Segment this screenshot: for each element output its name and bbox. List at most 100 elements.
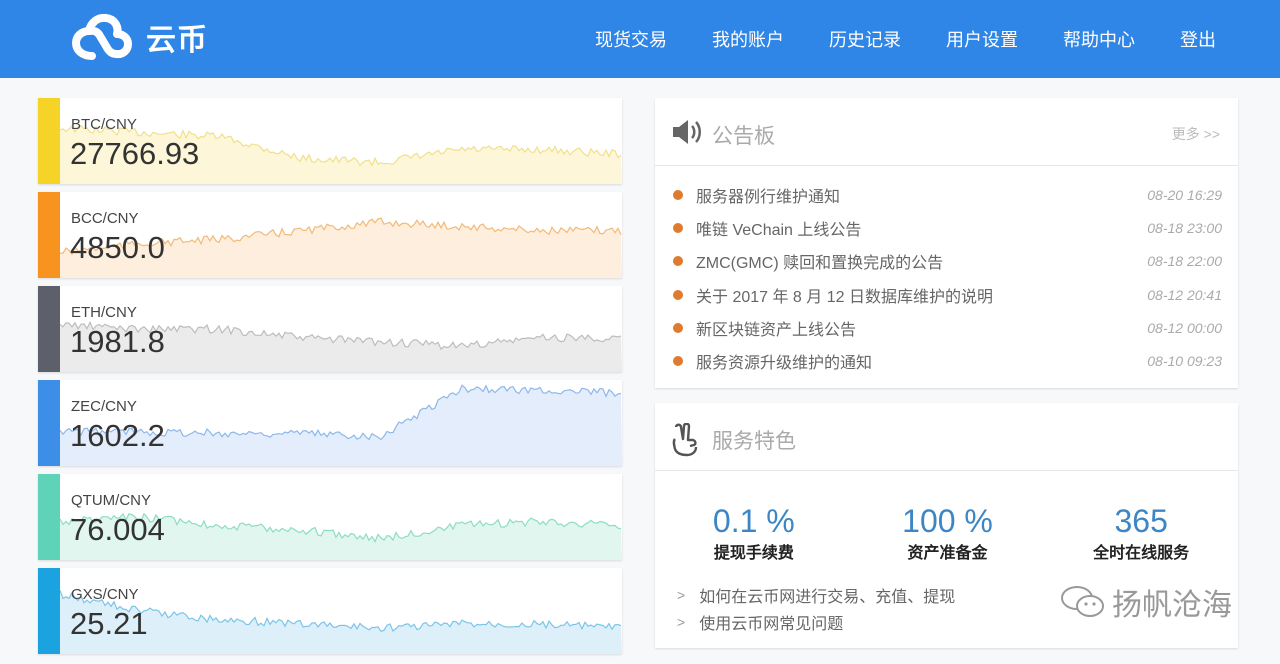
announcement-text: ZMC(GMC) 赎回和置换完成的公告 [696,255,944,273]
market-card-bcc[interactable]: BCC/CNY 4850.0 [38,192,622,278]
announcement-date: 08-12 00:00 [1147,319,1222,336]
stat-fee: 0.1 % 提现手续费 [657,503,851,563]
color-bar [38,98,60,184]
market-price: 25.21 [70,606,148,641]
sparkline-area [60,385,622,466]
announcement-item[interactable]: 唯链 VeChain 上线公告 08-18 23:00 [673,211,1222,244]
features-panel: 服务特色 0.1 % 提现手续费 100 % 资产准备金 365 全时在线服务 > 如何… [655,403,1238,648]
announcement-item[interactable]: 服务资源升级维护的通知 08-10 09:23 [673,344,1222,377]
bullet-icon [673,222,683,233]
announcement-item[interactable]: 新区块链资产上线公告 08-12 00:00 [673,311,1222,344]
victory-hand-icon [672,423,698,457]
announcement-date: 08-20 16:29 [1147,186,1222,203]
sparkline-area [60,125,622,184]
market-price: 1981.8 [70,324,165,359]
sparkline-line [60,590,622,633]
market-pair: BCC/CNY [71,210,139,227]
nav-help-center[interactable]: 帮助中心 [1063,30,1135,50]
stat-value: 0.1 % [712,503,795,539]
stat-reserve: 100 % 资产准备金 [851,503,1045,563]
announcement-date: 08-18 22:00 [1147,253,1222,270]
market-price: 27766.93 [70,136,200,171]
link-text: 如何在云币网进行交易、充值、提现 [699,588,956,606]
more-link[interactable]: 更多 >> [1171,126,1220,142]
market-card-gxs[interactable]: GXS/CNY 25.21 [38,568,622,654]
sparkline-line [60,217,622,256]
announcement-item[interactable]: ZMC(GMC) 赎回和置换完成的公告 08-18 22:00 [673,245,1222,278]
stat-value: 365 [1114,503,1168,539]
nav-logout[interactable]: 登出 [1180,30,1216,50]
color-bar [38,192,60,278]
market-pair: ZEC/CNY [71,398,137,415]
stat-value: 100 % [902,503,993,539]
sparkline-chart [60,384,622,466]
sparkline-line [60,384,622,441]
help-link-trading[interactable]: > 如何在云币网进行交易、充值、提现 [677,581,1238,608]
help-link-faq[interactable]: > 使用云币网常见问题 [677,608,1238,635]
link-text: 使用云币网常见问题 [699,615,844,633]
nav-my-account[interactable]: 我的账户 [712,30,784,50]
stat-service: 365 全时在线服务 [1044,503,1238,563]
market-price: 4850.0 [70,230,165,265]
announcement-date: 08-12 20:41 [1147,286,1222,303]
sparkline-area [60,590,622,654]
main-menu: 现货交易 我的账户 历史记录 用户设置 帮助中心 登出 [595,0,1216,78]
market-card-eth[interactable]: ETH/CNY 1981.8 [38,286,622,372]
nav-user-settings[interactable]: 用户设置 [946,30,1018,50]
sparkline-chart [60,512,622,560]
color-bar [38,380,60,466]
logo[interactable]: 云币 [70,12,208,62]
color-bar [38,286,60,372]
chevron-right-icon: > [677,613,686,630]
bullet-icon [673,189,683,200]
announcement-date: 08-18 23:00 [1147,219,1222,236]
market-pair: GXS/CNY [71,586,139,603]
announcement-item[interactable]: 服务器例行维护通知 08-20 16:29 [673,178,1222,211]
announcement-title: 公告板 [712,125,775,148]
announcement-text: 新区块链资产上线公告 [696,321,857,339]
bullet-icon [673,356,683,367]
features-title: 服务特色 [712,430,796,453]
bullet-icon [673,322,683,333]
sparkline-area [60,322,622,372]
bullet-icon [673,289,683,300]
announcement-text: 服务器例行维护通知 [696,188,841,206]
market-price: 76.004 [70,512,165,547]
stat-label: 资产准备金 [907,545,988,562]
sparkline-area [60,218,622,278]
market-price: 1602.2 [70,418,165,453]
nav-history[interactable]: 历史记录 [829,30,901,50]
sparkline-chart [60,124,622,184]
bullet-icon [673,256,683,267]
color-bar [38,568,60,654]
chevron-right-icon: > [677,586,686,603]
sparkline-line [60,320,622,351]
market-pair: QTUM/CNY [71,492,151,509]
sparkline-chart [60,217,622,278]
sparkline-chart [60,320,622,372]
color-bar [38,474,60,560]
sparkline-chart [60,590,622,654]
watermark: 扬帆沧海 [1060,580,1232,624]
announcement-date: 08-10 09:23 [1147,353,1222,370]
announcement-item[interactable]: 关于 2017 年 8 月 12 日数据库维护的说明 08-12 20:41 [673,278,1222,311]
nav-spot-trading[interactable]: 现货交易 [595,30,667,50]
watermark-text: 扬帆沧海 [1112,589,1232,622]
market-card-btc[interactable]: BTC/CNY 27766.93 [38,98,622,184]
announcement-text: 服务资源升级维护的通知 [696,355,873,373]
sparkline-line [60,124,622,167]
market-card-qtum[interactable]: QTUM/CNY 76.004 [38,474,622,560]
market-pair: ETH/CNY [71,304,137,321]
market-card-zec[interactable]: ZEC/CNY 1602.2 [38,380,622,466]
cloud-logo-icon [71,13,133,60]
announcement-text: 唯链 VeChain 上线公告 [696,221,862,239]
market-pair: BTC/CNY [71,116,137,133]
logo-text: 云币 [146,24,208,57]
speaker-icon [673,120,701,144]
wechat-icon [1061,586,1104,617]
sparkline-line [60,512,622,543]
top-nav: 云币 现货交易 我的账户 历史记录 用户设置 帮助中心 登出 [0,0,1280,78]
stat-label: 全时在线服务 [1093,545,1190,562]
stat-label: 提现手续费 [713,545,794,562]
announcement-text: 关于 2017 年 8 月 12 日数据库维护的说明 [696,288,993,306]
